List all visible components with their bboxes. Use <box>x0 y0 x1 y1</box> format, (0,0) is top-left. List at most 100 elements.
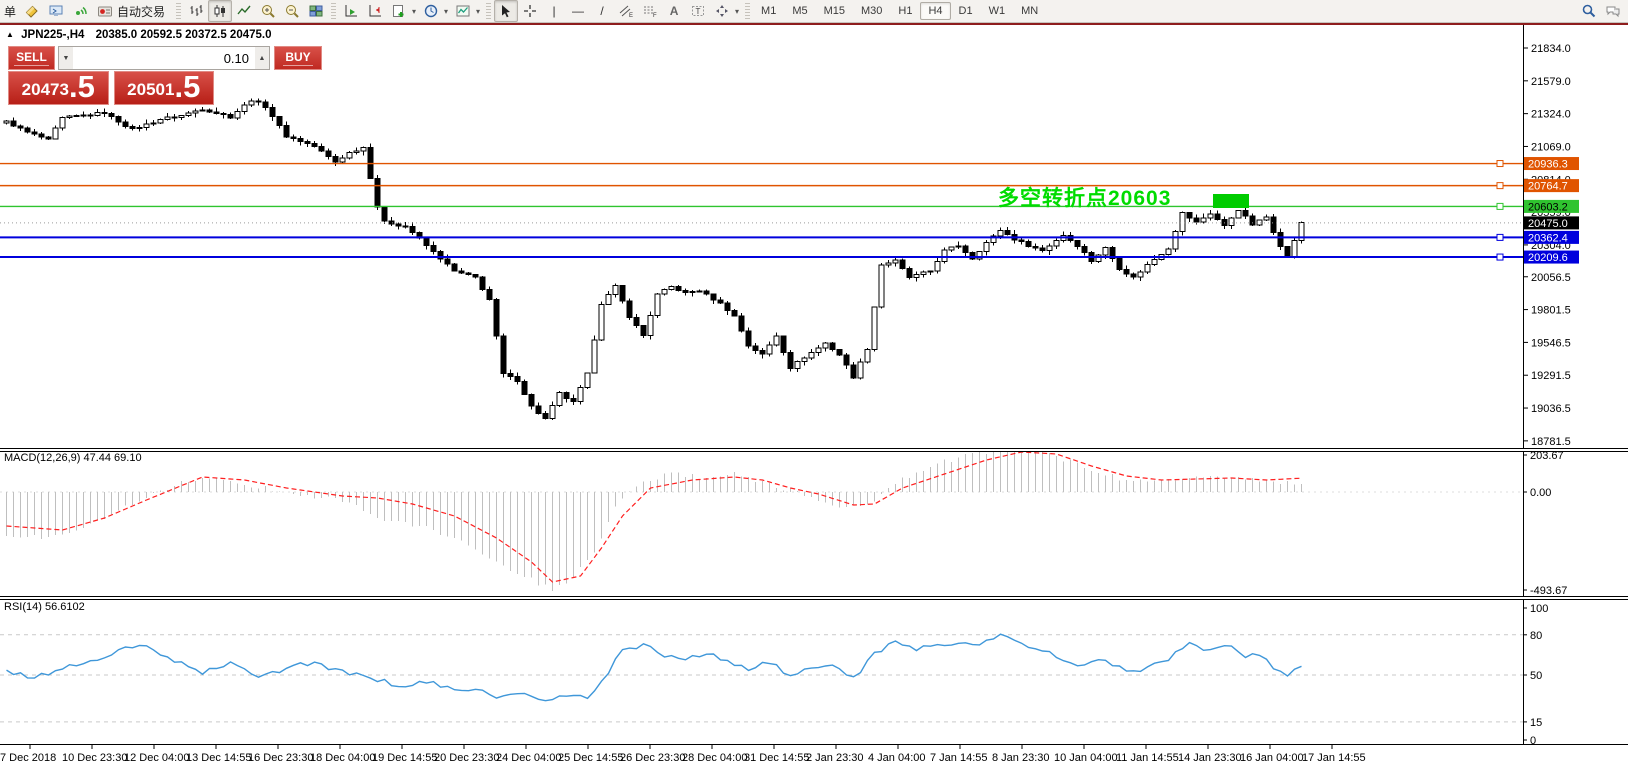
line-chart-type-icon[interactable] <box>232 0 256 22</box>
periods-icon[interactable] <box>419 0 443 22</box>
auto-scroll-icon[interactable] <box>339 0 363 22</box>
volume-input[interactable] <box>73 47 255 69</box>
candle-down <box>269 106 276 118</box>
sell-price-display[interactable]: 20473.5 <box>8 71 109 105</box>
rsi-panel-separator[interactable] <box>0 596 1628 600</box>
svg-text:F: F <box>653 13 657 19</box>
volume-increase-button[interactable]: ▲ <box>255 47 269 69</box>
signal-icon[interactable] <box>68 0 92 22</box>
level-handle-20936.3[interactable] <box>1496 160 1504 168</box>
candle-up <box>143 123 150 129</box>
new-order-icon[interactable] <box>20 0 44 22</box>
text-label-tool-icon[interactable]: T <box>686 0 710 22</box>
level-handle-20764.7[interactable] <box>1496 182 1504 190</box>
buy-price-display[interactable]: 20501.5 <box>113 71 214 105</box>
candle-down <box>1249 215 1256 226</box>
menu-fragment[interactable]: 单 <box>4 4 17 19</box>
candle-down <box>45 136 52 140</box>
time-axis-label: 10 Dec 23:30 <box>62 752 127 764</box>
candle-up <box>577 386 584 402</box>
horizontal-line-tool-icon[interactable]: — <box>572 4 585 18</box>
timeframe-M30[interactable]: M30 <box>861 5 883 17</box>
metaeditor-icon[interactable] <box>44 0 68 22</box>
chart-shift-icon[interactable] <box>363 0 387 22</box>
macd-tick-label: -493.67 <box>1530 585 1567 597</box>
time-axis-separator <box>0 744 1628 745</box>
trendline-tool-icon[interactable]: / <box>600 4 604 18</box>
svg-text:E: E <box>629 13 633 19</box>
templates-dropdown-icon[interactable]: ▾ <box>476 6 481 16</box>
candlestick-chart-type-icon[interactable] <box>208 0 233 22</box>
timeframe-D1[interactable]: D1 <box>958 5 973 17</box>
templates-icon[interactable] <box>451 0 475 22</box>
collapse-icon[interactable]: ▲ <box>6 30 14 39</box>
svg-text:20362.4: 20362.4 <box>1528 232 1568 244</box>
macd-tick-label: 0.00 <box>1530 487 1551 499</box>
crosshair-icon[interactable] <box>518 0 542 22</box>
candle-down <box>444 258 451 265</box>
timeframe-W1[interactable]: W1 <box>988 5 1006 17</box>
candle-down <box>1018 239 1025 242</box>
candle-up <box>927 270 934 273</box>
candle-up <box>73 115 80 118</box>
tile-windows-icon[interactable] <box>304 0 328 22</box>
candle-down <box>1074 240 1081 247</box>
time-axis-label: 17 Jan 14:55 <box>1302 752 1366 764</box>
candle-up <box>1102 247 1109 256</box>
equidistant-channel-tool-icon[interactable]: E <box>614 0 638 22</box>
macd-panel-separator[interactable] <box>0 448 1628 452</box>
candle-down <box>472 274 479 278</box>
vertical-line-tool-icon[interactable]: | <box>552 4 556 18</box>
pivot-annotation-text[interactable]: 多空转折点20603 <box>998 187 1172 210</box>
candle-down <box>1123 269 1130 275</box>
autotrading-button[interactable]: 自动交易 <box>92 1 173 22</box>
timeframe-M5[interactable]: M5 <box>792 5 808 17</box>
candle-down <box>850 364 857 379</box>
candle-down <box>122 121 129 127</box>
candle-up <box>1172 231 1179 250</box>
annotation-rectangle[interactable] <box>1213 194 1249 208</box>
candle-down <box>108 113 115 117</box>
periods-dropdown-icon[interactable]: ▾ <box>444 6 449 16</box>
volume-decrease-button[interactable]: ▼ <box>59 47 73 69</box>
candle-up <box>1228 217 1235 227</box>
candle-down <box>486 288 493 300</box>
arrows-tool-icon[interactable] <box>710 0 734 22</box>
buy-price-main: 20501 <box>127 80 175 99</box>
new-chart-icon[interactable] <box>387 0 411 22</box>
timeframe-M15[interactable]: M15 <box>823 5 845 17</box>
buy-button[interactable]: BUY <box>274 46 322 70</box>
level-handle-20362.4[interactable] <box>1496 233 1504 241</box>
candle-down <box>24 127 31 133</box>
candle-up <box>696 290 703 293</box>
timeframe-H4[interactable]: H4 <box>920 2 951 20</box>
timeframe-H1[interactable]: H1 <box>898 5 913 17</box>
bar-chart-type-icon[interactable] <box>184 0 208 22</box>
level-handle-20209.6[interactable] <box>1496 253 1504 261</box>
candle-down <box>1277 231 1284 248</box>
text-tool-icon[interactable]: A <box>669 4 679 18</box>
candle-down <box>381 206 388 222</box>
candle-down <box>780 335 787 354</box>
timeframe-MN[interactable]: MN <box>1021 5 1039 17</box>
cursor-icon[interactable] <box>494 0 519 22</box>
candle-up <box>605 293 612 305</box>
level-handle-20603.2[interactable] <box>1496 202 1504 210</box>
candle-down <box>38 133 45 138</box>
fibonacci-tool-icon[interactable]: F <box>638 0 662 22</box>
timeframe-bar: M1 M5 M15 M30 H1 H4 D1 W1 MN <box>753 2 1046 20</box>
candle-down <box>640 324 647 337</box>
sell-button[interactable]: SELL <box>8 46 55 70</box>
price-badge-20475.0: 20475.0 <box>1524 216 1579 230</box>
zoom-in-icon[interactable] <box>256 0 280 22</box>
candle-down <box>675 285 682 292</box>
zoom-out-icon[interactable] <box>280 0 304 22</box>
timeframe-M1[interactable]: M1 <box>761 5 777 17</box>
candle-down <box>787 352 794 370</box>
new-chart-dropdown-icon[interactable]: ▾ <box>412 6 417 16</box>
chat-icon[interactable] <box>1601 0 1625 22</box>
arrows-dropdown-icon[interactable]: ▾ <box>735 6 740 16</box>
search-icon[interactable] <box>1577 0 1601 22</box>
candle-down <box>458 270 465 274</box>
candle-up <box>185 112 192 116</box>
